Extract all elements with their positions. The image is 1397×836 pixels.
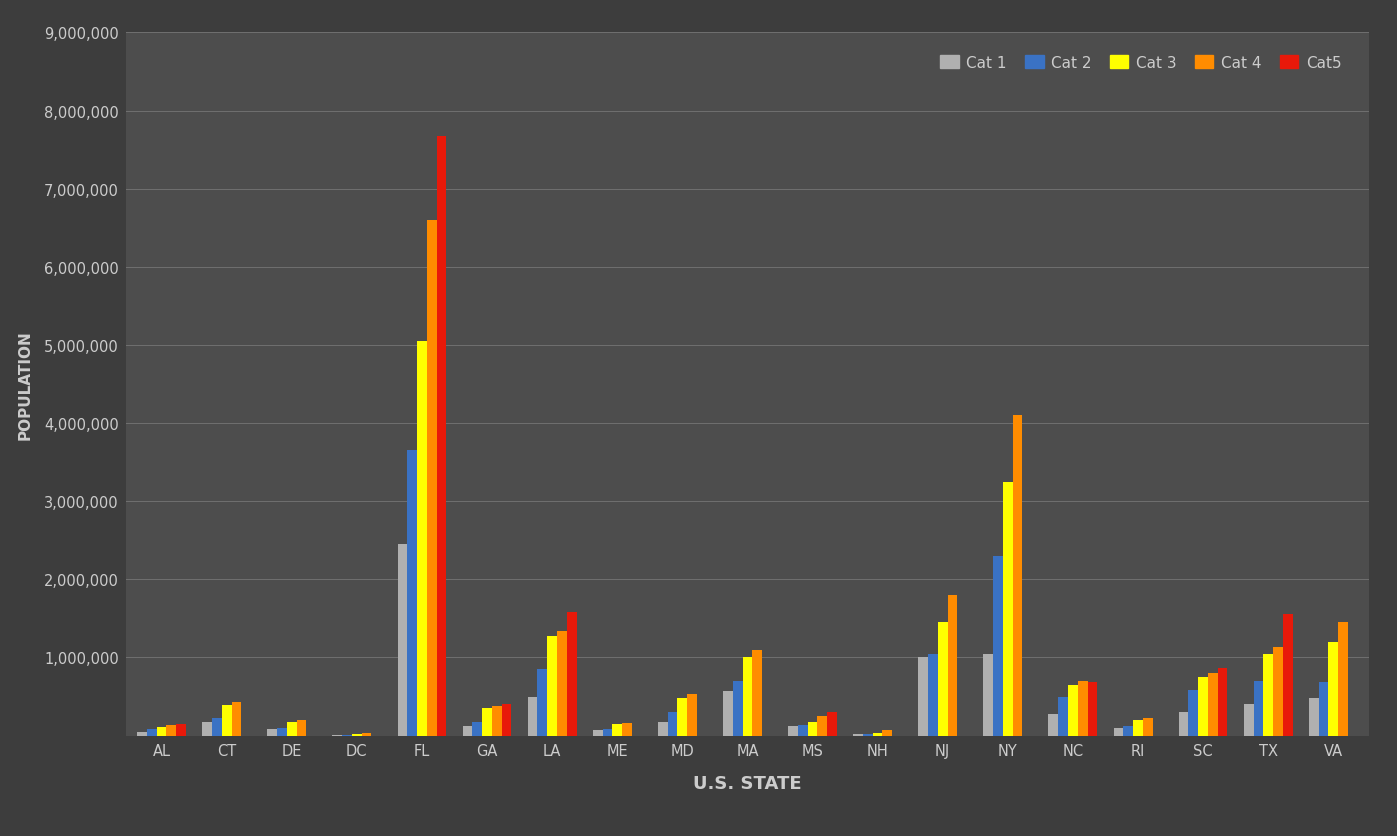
Bar (212, 718, 222, 736)
Bar (687, 695, 697, 736)
Bar (1087, 683, 1097, 736)
Bar (176, 724, 186, 736)
Bar (548, 636, 557, 736)
Bar (1218, 669, 1228, 736)
Bar (658, 722, 668, 736)
Bar (156, 726, 166, 736)
Bar (937, 623, 947, 736)
Bar (436, 136, 446, 736)
Bar (678, 698, 687, 736)
Bar (267, 729, 277, 736)
Bar (398, 544, 408, 736)
Bar (807, 722, 817, 736)
Bar (1013, 415, 1023, 736)
Bar (788, 726, 798, 736)
Bar (592, 730, 602, 736)
Bar (983, 654, 993, 736)
Bar (817, 716, 827, 736)
Bar (733, 681, 743, 736)
Bar (528, 696, 538, 736)
Bar (1059, 696, 1067, 736)
Bar (863, 734, 873, 736)
Bar (1243, 705, 1253, 736)
Bar (1329, 642, 1338, 736)
Bar (232, 702, 242, 736)
Bar (1319, 683, 1329, 736)
Bar (296, 720, 306, 736)
Bar (166, 726, 176, 736)
Bar (418, 342, 427, 736)
Bar (222, 706, 232, 736)
Bar (482, 708, 492, 736)
Bar (743, 658, 752, 736)
Bar (854, 735, 863, 736)
Bar (752, 650, 761, 736)
Bar (286, 722, 296, 736)
Bar (1273, 648, 1282, 736)
Bar (147, 730, 156, 736)
Bar (724, 691, 733, 736)
Bar (612, 724, 622, 736)
Bar (873, 733, 883, 736)
Bar (352, 734, 362, 736)
Bar (1077, 681, 1087, 736)
Bar (362, 733, 372, 736)
Bar (1282, 614, 1292, 736)
Bar (137, 732, 147, 736)
Legend: Cat 1, Cat 2, Cat 3, Cat 4, Cat5: Cat 1, Cat 2, Cat 3, Cat 4, Cat5 (933, 48, 1350, 79)
Bar (1133, 720, 1143, 736)
Bar (1253, 681, 1263, 736)
Bar (427, 221, 436, 736)
Bar (1113, 728, 1123, 736)
Bar (827, 712, 837, 736)
Bar (1003, 482, 1013, 736)
Bar (883, 731, 893, 736)
Bar (798, 725, 807, 736)
Bar (462, 726, 472, 736)
Bar (622, 723, 631, 736)
Bar (918, 658, 928, 736)
Bar (1179, 712, 1189, 736)
Bar (993, 556, 1003, 736)
Bar (472, 722, 482, 736)
Bar (1123, 726, 1133, 736)
Bar (203, 722, 212, 736)
Bar (502, 705, 511, 736)
Bar (557, 631, 567, 736)
Bar (1208, 673, 1218, 736)
Bar (1049, 714, 1059, 736)
Y-axis label: POPULATION: POPULATION (18, 329, 32, 440)
Bar (947, 595, 957, 736)
Bar (1067, 685, 1077, 736)
Bar (1309, 698, 1319, 736)
Bar (928, 654, 937, 736)
Bar (1143, 718, 1153, 736)
Bar (668, 712, 678, 736)
Bar (567, 613, 577, 736)
Bar (1199, 677, 1208, 736)
Bar (1263, 654, 1273, 736)
Bar (602, 729, 612, 736)
Bar (277, 728, 286, 736)
Bar (408, 451, 418, 736)
Bar (1338, 623, 1348, 736)
X-axis label: U.S. STATE: U.S. STATE (693, 774, 802, 793)
Bar (492, 706, 502, 736)
Bar (1189, 691, 1199, 736)
Bar (538, 670, 548, 736)
